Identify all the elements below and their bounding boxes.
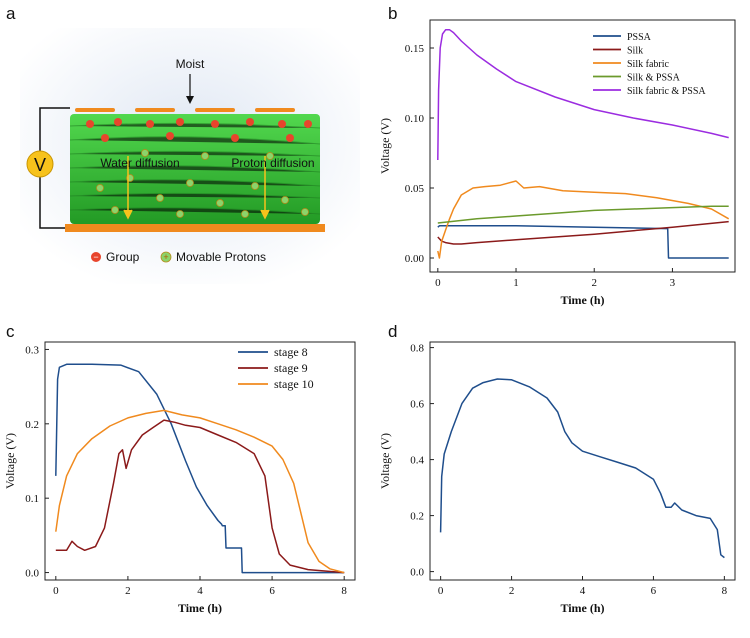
y-tick-label: 0.05 <box>405 183 425 195</box>
y-axis-label: Voltage (V) <box>3 433 17 489</box>
series-line-stage-8 <box>55 363 345 574</box>
x-tick-label: 6 <box>651 585 657 597</box>
panel-label-d: d <box>388 322 398 341</box>
y-tick-label: 0.15 <box>405 43 425 55</box>
y-tick-label: 0.4 <box>410 455 424 467</box>
voltmeter-icon <box>26 150 54 178</box>
series-line-silk <box>437 220 729 245</box>
legend-label: Silk & PSSA <box>627 73 681 84</box>
proton-legend-sign: + <box>163 252 168 262</box>
legend-group-label: Group <box>106 250 140 264</box>
y-tick-label: 0.6 <box>410 399 424 411</box>
legend-label: stage 8 <box>274 345 308 359</box>
plot-frame <box>429 341 736 581</box>
x-tick-label: 8 <box>341 585 347 597</box>
legend-label: Silk fabric <box>627 59 669 70</box>
y-tick-label: 0.2 <box>25 419 39 431</box>
x-tick-label: 3 <box>670 277 676 289</box>
y-axis-label: Voltage (V) <box>378 433 392 489</box>
x-axis-label: Time (h) <box>178 601 222 615</box>
legend-label: Silk fabric & PSSA <box>627 86 706 97</box>
proton-markers <box>96 149 309 218</box>
group-markers <box>86 118 312 142</box>
y-tick-label: 0.00 <box>405 253 425 265</box>
y-tick-label: 0.0 <box>410 567 424 579</box>
legend-label: stage 9 <box>274 361 308 375</box>
y-tick-label: 0.1 <box>25 493 39 505</box>
x-tick-label: 4 <box>580 585 586 597</box>
proton-legend-icon <box>160 251 172 263</box>
legend-label: PSSA <box>627 32 652 43</box>
series-line-silk-pssa <box>437 205 729 224</box>
x-tick-label: 0 <box>435 277 441 289</box>
legend-label: stage 10 <box>274 377 314 391</box>
y-tick-label: 0.2 <box>410 511 424 523</box>
device-illustration: V Moist <box>20 28 360 284</box>
legend-protons-label: Movable Protons <box>176 250 266 264</box>
chart-b: 0 1 2 3 0.00 0.05 0.10 0.15 Time (h) Voltage (V) P… <box>378 19 736 307</box>
plot-frame <box>429 19 736 273</box>
bottom-electrode <box>65 224 325 232</box>
series-line-silk-fabric <box>437 180 730 259</box>
y-tick-label: 0.3 <box>25 344 39 356</box>
x-tick-label: 0 <box>53 585 59 597</box>
x-tick-label: 4 <box>197 585 203 597</box>
x-tick-label: 2 <box>125 585 131 597</box>
legend-label: Silk <box>627 46 643 57</box>
panel-label-a: a <box>6 4 16 23</box>
group-legend-sign: − <box>93 252 98 262</box>
x-tick-label: 8 <box>722 585 728 597</box>
chart-c: 0 2 4 6 8 0.0 0.1 0.2 0.3 Time (h) Voltage (V) stag… <box>3 341 356 615</box>
group-legend-icon <box>91 252 101 262</box>
x-tick-label: 2 <box>509 585 515 597</box>
panel-label-c: c <box>6 322 15 341</box>
water-diffusion-label: Water diffusion <box>100 156 179 170</box>
diffusion-arrows <box>123 156 270 220</box>
x-axis-label: Time (h) <box>560 601 604 615</box>
proton-diffusion-label: Proton diffusion <box>231 156 314 170</box>
x-tick-label: 6 <box>269 585 275 597</box>
series-line-pssa <box>437 225 729 259</box>
x-tick-label: 0 <box>438 585 444 597</box>
voltmeter-label: V <box>34 155 46 175</box>
x-tick-label: 2 <box>591 277 597 289</box>
moist-label: Moist <box>176 57 205 71</box>
x-tick-label: 1 <box>513 277 519 289</box>
x-axis-label: Time (h) <box>560 293 604 307</box>
moist-arrow-head <box>186 96 194 104</box>
series-line-stage-10 <box>55 409 345 574</box>
series-line-stage-9 <box>55 419 345 574</box>
y-tick-label: 0.10 <box>405 113 425 125</box>
chart-d: 0 2 4 6 8 0.0 0.2 0.4 0.6 0.8 Time (h) Voltage (V) <box>378 341 736 615</box>
series-line-voltage <box>439 378 725 559</box>
silk-fiber-block <box>69 114 321 224</box>
y-tick-label: 0.8 <box>410 343 424 355</box>
y-axis-label: Voltage (V) <box>378 118 392 174</box>
top-electrodes <box>75 108 295 112</box>
panel-label-b: b <box>388 4 398 23</box>
y-tick-label: 0.0 <box>25 568 39 580</box>
series-line-silk-fabric-pssa <box>437 29 729 161</box>
